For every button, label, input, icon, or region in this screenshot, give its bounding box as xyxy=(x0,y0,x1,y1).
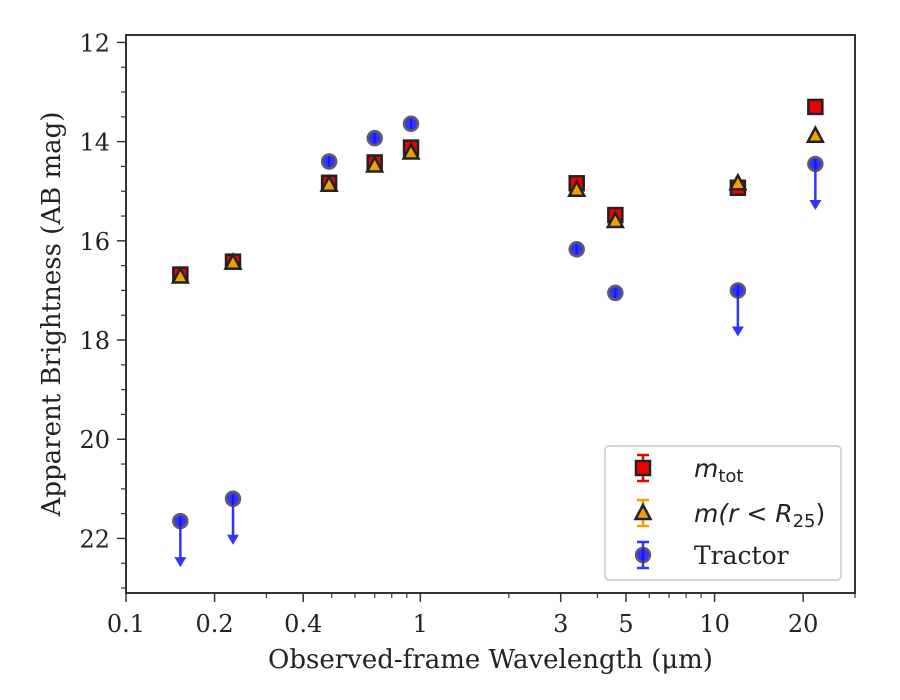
y-tick-label: 16 xyxy=(79,228,110,256)
upper-limit-arrow-head xyxy=(809,199,822,210)
upper-limit-arrow-head xyxy=(731,326,744,337)
triangle-marker xyxy=(605,210,625,229)
triangle-marker xyxy=(805,125,825,143)
square-marker xyxy=(807,98,824,116)
x-tick-label: 0.4 xyxy=(284,610,322,638)
circle-marker xyxy=(366,129,383,147)
circle-marker xyxy=(807,155,824,173)
circle-marker xyxy=(607,284,624,302)
legend-circle-marker xyxy=(634,546,652,564)
legend-entry: Tractor xyxy=(634,540,789,570)
triangle-marker xyxy=(567,179,587,198)
circle-point xyxy=(729,282,747,337)
x-tick-label: 5 xyxy=(618,610,633,638)
x-axis-label: Observed-frame Wavelength (μm) xyxy=(268,645,713,675)
triangle-point xyxy=(567,179,587,198)
circle-marker xyxy=(729,282,747,299)
legend-box xyxy=(604,445,842,581)
circle-point xyxy=(607,284,624,302)
x-tick-label: 3 xyxy=(553,610,568,638)
triangle-point xyxy=(319,174,339,193)
circle-point xyxy=(402,115,420,133)
upper-limit-arrow-head xyxy=(174,557,187,568)
x-tick-label: 0.2 xyxy=(196,610,234,638)
circle-point xyxy=(366,129,383,147)
circle-point xyxy=(807,155,824,210)
triangle-marker xyxy=(170,265,190,284)
triangle-point xyxy=(401,141,421,160)
square-point xyxy=(807,98,824,116)
circle-point xyxy=(172,512,189,568)
triangle-marker xyxy=(365,154,385,173)
legend-entry: mtot xyxy=(634,453,744,487)
x-tick-label: 1 xyxy=(413,610,428,638)
circle-marker xyxy=(172,512,189,530)
legend: mtot m(r < R25) Tractor xyxy=(604,445,842,581)
x-tick-label: 0.1 xyxy=(107,610,145,638)
y-tick-label: 20 xyxy=(79,426,110,454)
legend-entry: m(r < R25) xyxy=(633,498,825,532)
triangle-point xyxy=(365,154,385,173)
triangle-point xyxy=(805,125,825,143)
triangle-point xyxy=(223,252,243,270)
plot-frame xyxy=(125,34,856,594)
x-tick-label: 20 xyxy=(788,610,819,638)
circle-marker xyxy=(320,153,338,170)
triangle-marker xyxy=(223,252,243,270)
triangle-point xyxy=(170,265,190,284)
legend-label: Tractor xyxy=(694,541,789,570)
circle-marker xyxy=(224,490,242,508)
y-tick-label: 12 xyxy=(79,29,110,57)
circle-marker xyxy=(568,241,585,258)
circle-marker xyxy=(402,115,420,133)
circle-point xyxy=(320,153,338,170)
triangle-marker xyxy=(401,141,421,160)
upper-limit-arrow-head xyxy=(227,534,240,545)
circle-point xyxy=(568,241,585,258)
data-points xyxy=(170,98,825,568)
x-tick-label: 10 xyxy=(699,610,730,638)
triangle-marker xyxy=(728,172,748,191)
axis-ticks: 0.1 0.2 0.4 1 3 5 10 20 12 14 16 18 20 22 xyxy=(79,29,856,638)
triangle-point xyxy=(605,210,625,229)
legend-square-marker xyxy=(634,459,652,477)
triangle-point xyxy=(728,172,748,191)
y-tick-label: 22 xyxy=(79,525,110,553)
legend-label: mtot xyxy=(694,454,744,487)
y-tick-label: 14 xyxy=(79,129,110,157)
legend-triangle-marker xyxy=(633,502,653,521)
circle-point xyxy=(224,490,242,545)
legend-label: m(r < R25) xyxy=(694,499,825,532)
triangle-marker xyxy=(319,174,339,193)
y-tick-label: 18 xyxy=(79,327,110,355)
y-axis-label: Apparent Brightness (AB mag) xyxy=(37,112,67,518)
